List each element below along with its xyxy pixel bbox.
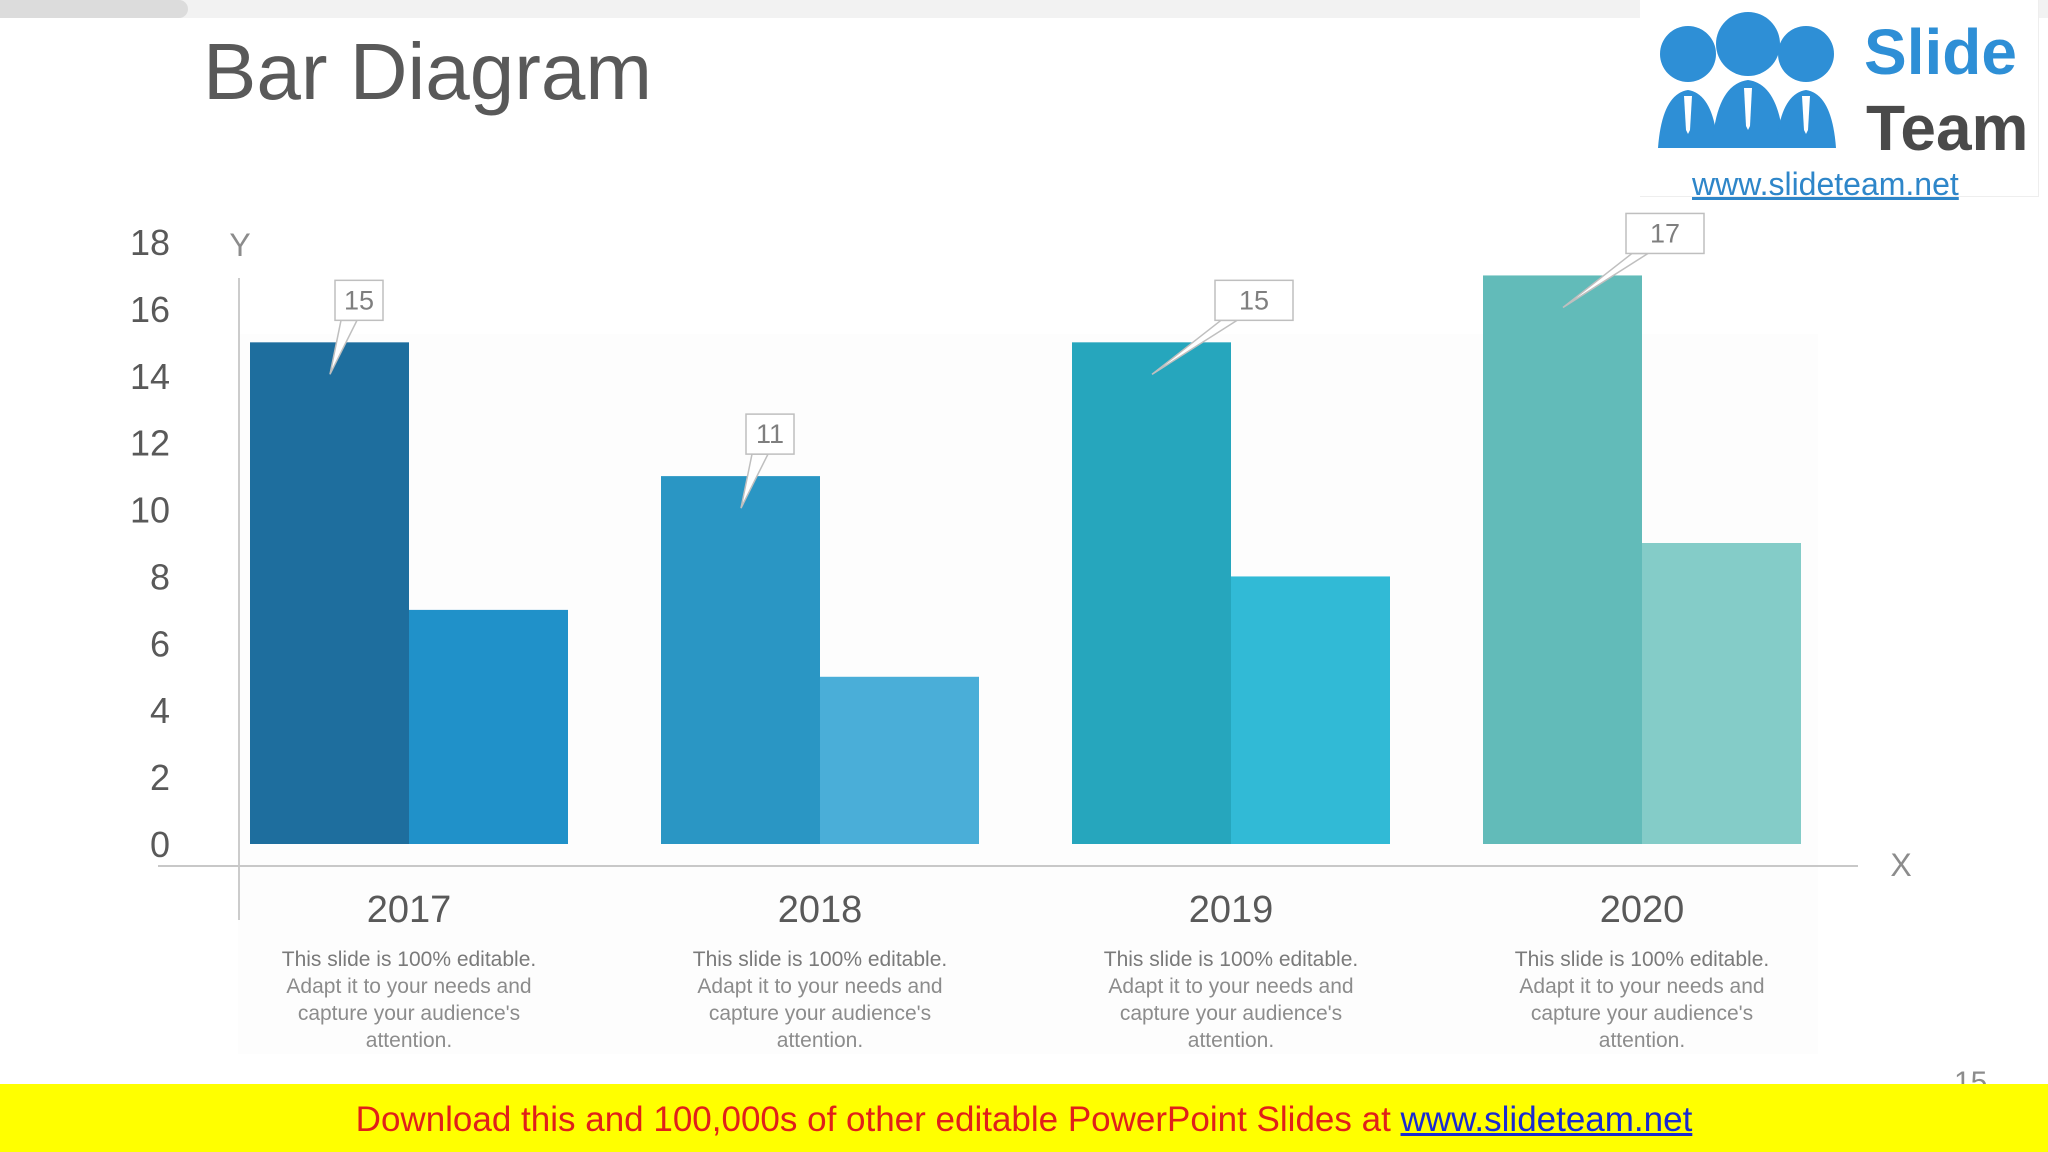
x-tick-label: 2017	[367, 889, 452, 931]
description-line: attention.	[365, 1029, 453, 1052]
slide-title: Bar Diagram	[203, 27, 653, 116]
callout-box	[1625, 212, 1705, 255]
description-line: This slide is 100% editable.	[281, 948, 537, 971]
description-line: attention.	[1187, 1029, 1275, 1052]
description-line: attention.	[776, 1029, 864, 1052]
description-line: This slide is 100% editable.	[1514, 948, 1770, 971]
description-2020: This slide is 100% editable. Adapt it to …	[1482, 946, 1802, 1054]
y-tick-label: 16	[130, 289, 170, 330]
bar-2017-series-1	[250, 342, 409, 844]
data-label-callouts: 15 11 15 17	[329, 212, 1705, 509]
description-line: This slide is 100% editable.	[1103, 948, 1359, 971]
bar-2020-series-2	[1642, 543, 1801, 844]
y-tick-label: 18	[130, 222, 170, 263]
description-line: attention.	[1598, 1029, 1686, 1052]
logo-word-slide: Slide	[1864, 16, 2017, 88]
banner-text: Download this and 100,000s of other edit…	[355, 1100, 1401, 1139]
description-line: capture your audience's	[297, 1002, 521, 1025]
x-tick-labels: 2017 2018 2019 2020	[367, 889, 1685, 931]
y-tick-label: 12	[130, 423, 170, 464]
description-line: Adapt it to your needs and	[286, 975, 532, 998]
callout-box	[745, 413, 795, 455]
description-line: Adapt it to your needs and	[697, 975, 943, 998]
y-tick-label: 6	[150, 623, 170, 664]
data-label: 15	[1239, 285, 1269, 315]
description-line: This slide is 100% editable.	[692, 948, 948, 971]
description-2019: This slide is 100% editable. Adapt it to …	[1071, 946, 1391, 1054]
x-tick-label: 2019	[1189, 889, 1274, 931]
description-line: Adapt it to your needs and	[1519, 975, 1765, 998]
bar-2017-series-2	[409, 609, 568, 844]
banner-message: Download this and 100,000s of other edit…	[0, 1100, 2048, 1140]
bar-2018-series-1	[661, 476, 820, 844]
top-strip	[0, 0, 2048, 18]
x-axis-label: X	[1890, 847, 1911, 883]
banner-link[interactable]: www.slideteam.net	[1400, 1100, 1693, 1139]
data-label: 17	[1650, 218, 1680, 248]
logo-word-team: Team	[1866, 92, 2029, 164]
y-tick-label: 4	[150, 690, 170, 731]
data-label: 11	[756, 419, 784, 449]
y-tick-labels: 0 2 4 6 8 10 12 14 16 18	[130, 222, 170, 865]
description-2017: This slide is 100% editable. Adapt it to …	[249, 946, 569, 1054]
x-tick-label: 2020	[1600, 889, 1685, 931]
bar-2019-series-2	[1231, 576, 1390, 844]
y-tick-label: 14	[130, 356, 170, 397]
top-strip-tab	[0, 0, 188, 18]
people-icon	[1658, 12, 1836, 148]
description-2018: This slide is 100% editable. Adapt it to …	[660, 946, 980, 1054]
y-tick-label: 0	[150, 824, 170, 865]
callout-box	[334, 279, 384, 322]
x-tick-label: 2018	[778, 889, 863, 931]
bar-2019-series-1	[1072, 342, 1231, 844]
logo-url[interactable]: www.slideteam.net	[1692, 166, 1959, 202]
y-tick-label: 10	[130, 490, 170, 531]
y-axis-label: Y	[229, 227, 250, 263]
description-line: capture your audience's	[708, 1002, 932, 1025]
download-banner: Download this and 100,000s of other edit…	[0, 1084, 2048, 1152]
y-tick-label: 2	[150, 757, 170, 798]
bar-2020-series-1	[1483, 275, 1642, 844]
description-line: Adapt it to your needs and	[1108, 975, 1354, 998]
bar-2018-series-2	[820, 676, 979, 844]
bars	[250, 275, 1801, 844]
callout-box	[1214, 279, 1294, 322]
description-line: capture your audience's	[1530, 1002, 1754, 1025]
data-label: 15	[344, 285, 374, 315]
description-line: capture your audience's	[1119, 1002, 1343, 1025]
slideteam-logo: Slide Team www.slideteam.net	[1640, 0, 2039, 202]
y-tick-label: 8	[150, 556, 170, 597]
